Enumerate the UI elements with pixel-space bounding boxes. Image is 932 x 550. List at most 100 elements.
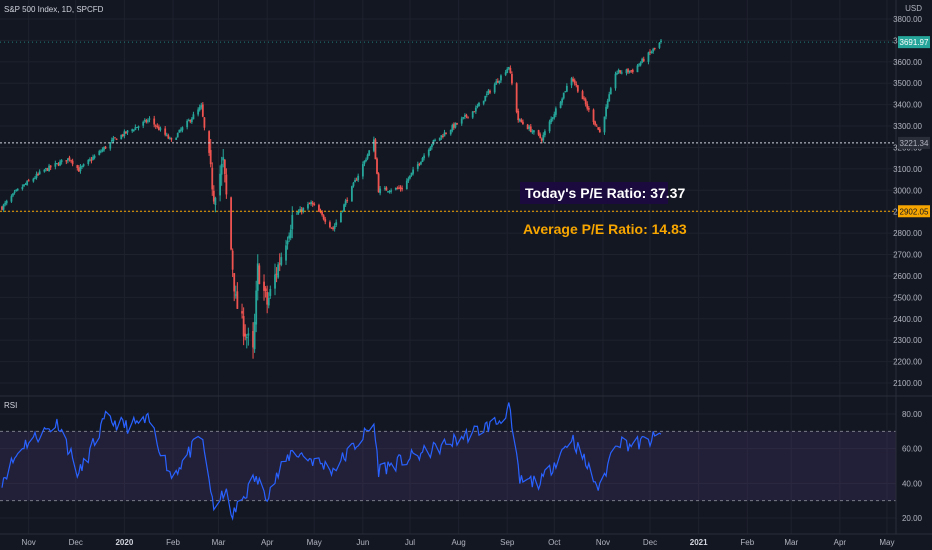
candle-up xyxy=(561,98,564,103)
candle-down xyxy=(164,128,167,135)
rsi-pane[interactable]: RSI xyxy=(0,395,932,521)
candle-down xyxy=(275,273,278,275)
candle-down xyxy=(529,126,532,132)
candle-up xyxy=(120,134,123,140)
candle-down xyxy=(231,250,234,270)
price-axis[interactable]: USD 3800.003700.003600.003500.003400.003… xyxy=(893,0,930,534)
candle-down xyxy=(355,179,358,181)
candle-up xyxy=(168,137,171,139)
candle-down xyxy=(278,263,281,265)
candle-up xyxy=(176,132,179,138)
average-pe-annotation: Average P/E Ratio: 14.83 xyxy=(523,221,687,237)
candle-up xyxy=(506,68,509,73)
candle-up xyxy=(175,137,178,140)
candle-up xyxy=(165,134,168,136)
candle-down xyxy=(71,160,74,165)
candle-down xyxy=(318,205,320,212)
symbol-title: S&P 500 Index, 1D, SPCFD xyxy=(4,5,104,14)
candle-up xyxy=(35,173,38,178)
time-axis[interactable]: Nov Dec 2020 Feb Mar Apr May Jun Jul Aug Sep Oct Nov… xyxy=(0,533,932,547)
candle-up xyxy=(352,182,355,187)
candle-up xyxy=(388,191,391,193)
candle-up xyxy=(553,114,556,118)
candle-up xyxy=(454,122,457,128)
candle-up xyxy=(608,94,611,102)
candle-down xyxy=(158,126,160,131)
candle-down xyxy=(445,133,447,135)
candle-up xyxy=(81,166,83,168)
candle-up xyxy=(82,164,85,167)
x-tick-label: Jul xyxy=(405,538,415,547)
svg-text:2902.05: 2902.05 xyxy=(900,207,929,216)
candle-down xyxy=(452,124,455,128)
candle-down xyxy=(575,83,578,86)
candle-up xyxy=(302,207,305,212)
candle-up xyxy=(136,127,138,129)
candle-up xyxy=(478,102,480,107)
candle-down xyxy=(346,199,349,201)
candle-down xyxy=(322,215,325,220)
candle-up xyxy=(45,168,47,170)
candle-up xyxy=(15,190,18,192)
candle-down xyxy=(156,125,159,127)
candle-down xyxy=(418,163,421,165)
candle-up xyxy=(427,150,430,156)
candle-up xyxy=(277,264,280,278)
candle-down xyxy=(398,187,400,189)
candle-down xyxy=(573,80,576,84)
candle-down xyxy=(630,70,633,72)
candle-down xyxy=(236,291,239,309)
candle-down xyxy=(330,227,333,229)
candle-down xyxy=(27,180,30,182)
x-tick-label: Aug xyxy=(451,538,465,547)
candle-down xyxy=(308,203,311,205)
candle-up xyxy=(357,175,360,181)
x-tick-label: May xyxy=(879,538,894,547)
candle-up xyxy=(43,169,46,172)
x-tick-label: Dec xyxy=(69,538,83,547)
rsi-band xyxy=(0,431,896,501)
candle-up xyxy=(13,191,16,194)
candle-down xyxy=(399,187,402,189)
candle-up xyxy=(487,90,490,94)
candle-up xyxy=(99,151,102,153)
candle-up xyxy=(291,214,294,230)
candle-up xyxy=(159,128,162,130)
y-tick-label: 3400.00 xyxy=(893,101,922,110)
candle-up xyxy=(200,105,203,108)
candle-up xyxy=(363,160,366,164)
candle-up xyxy=(554,108,557,115)
candle-up xyxy=(310,202,313,204)
candle-up xyxy=(432,140,435,145)
x-tick-label: Apr xyxy=(261,538,274,547)
candle-up xyxy=(562,92,565,99)
candle-down xyxy=(619,70,622,73)
candle-up xyxy=(485,93,488,95)
candle-up xyxy=(288,235,291,239)
candle-up xyxy=(368,150,371,156)
candle-up xyxy=(179,129,182,131)
x-tick-label: Apr xyxy=(834,538,847,547)
x-tick-label: Nov xyxy=(22,538,36,547)
candle-up xyxy=(354,179,356,183)
candle-down xyxy=(121,134,124,136)
candle-up xyxy=(267,298,270,306)
candle-down xyxy=(385,187,388,191)
candle-up xyxy=(178,129,181,133)
x-tick-label: Jun xyxy=(356,538,369,547)
candle-up xyxy=(609,88,612,95)
candle-up xyxy=(147,120,149,122)
candle-up xyxy=(507,67,510,69)
candle-down xyxy=(581,91,584,100)
candle-down xyxy=(584,99,587,105)
y-tick-label: 3000.00 xyxy=(893,186,922,195)
candle-down xyxy=(153,118,156,125)
candle-up xyxy=(2,204,5,210)
candle-down xyxy=(258,265,261,285)
candle-up xyxy=(639,62,642,66)
price-pane[interactable]: S&P 500 Index, 1D, SPCFD xyxy=(0,5,896,359)
candle-down xyxy=(57,163,60,166)
candle-down xyxy=(511,73,513,84)
candle-down xyxy=(598,129,601,133)
candle-up xyxy=(641,58,644,63)
